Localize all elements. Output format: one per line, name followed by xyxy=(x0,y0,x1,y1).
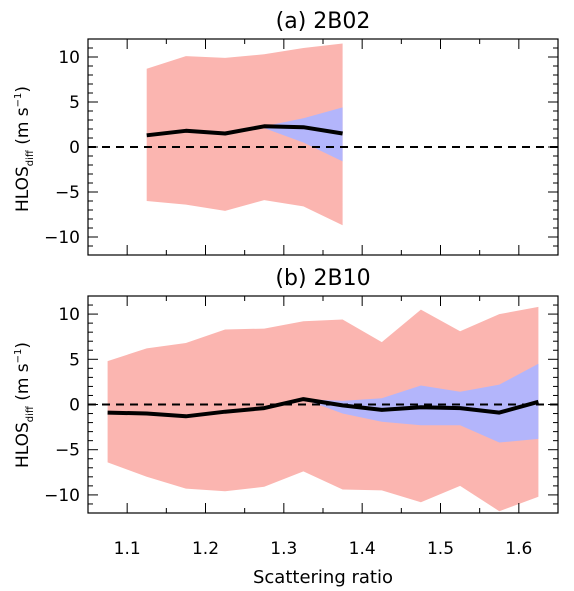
panel-a-median-line xyxy=(146,124,343,138)
y-tick-label: −5 xyxy=(55,183,80,203)
panel-b: (b) 2B10 −10 −5 0 5 10 1.1 1.2 1.3 1.4 1… xyxy=(13,266,559,588)
panel-a-outer-band xyxy=(146,43,343,226)
panel-b-plot: −10 −5 0 5 10 1.1 1.2 1.3 1.4 1.5 1.6 HL… xyxy=(13,295,559,588)
y-tick-label: −10 xyxy=(44,228,80,248)
panel-b-x-axis-label: Scattering ratio xyxy=(253,567,393,588)
panel-b-y-axis-label: HLOSdiff (m s−1) xyxy=(13,342,36,468)
y-tick-label: 0 xyxy=(69,138,80,158)
panel-b-ticks xyxy=(87,295,559,514)
x-tick-label: 1.5 xyxy=(427,539,454,559)
panel-b-median-line xyxy=(107,397,539,419)
x-tick-label: 1.2 xyxy=(192,539,219,559)
x-tick-label: 1.6 xyxy=(505,539,532,559)
x-tick-label: 1.3 xyxy=(270,539,297,559)
y-tick-label: −5 xyxy=(55,441,80,461)
panel-b-frame xyxy=(87,295,559,514)
y-tick-label: 5 xyxy=(69,350,80,370)
panel-b-outer-band xyxy=(107,306,539,512)
panel-a-ticks xyxy=(87,38,559,256)
panel-a-y-axis-label: HLOSdiff (m s−1) xyxy=(13,86,36,212)
panel-b-title: (b) 2B10 xyxy=(275,266,370,291)
panel-a-frame xyxy=(87,38,559,256)
panel-a-title: (a) 2B02 xyxy=(276,9,371,34)
y-tick-label: 10 xyxy=(58,305,80,325)
x-tick-label: 1.4 xyxy=(349,539,376,559)
y-tick-label: 0 xyxy=(69,396,80,416)
panel-b-x-tick-labels: 1.1 1.2 1.3 1.4 1.5 1.6 xyxy=(114,539,533,559)
panel-a-inner-band xyxy=(146,107,343,162)
x-tick-label: 1.1 xyxy=(114,539,141,559)
panel-a: (a) 2B02 −10 −5 0 5 10 HLOSdiff (m s−1) xyxy=(13,9,559,256)
y-tick-label: −10 xyxy=(44,486,80,506)
panel-a-plot: −10 −5 0 5 10 HLOSdiff (m s−1) xyxy=(13,38,559,256)
y-tick-label: 5 xyxy=(69,93,80,113)
panel-b-y-tick-labels: −10 −5 0 5 10 xyxy=(44,305,80,506)
y-tick-label: 10 xyxy=(58,48,80,68)
panel-a-y-tick-labels: −10 −5 0 5 10 xyxy=(44,48,80,248)
